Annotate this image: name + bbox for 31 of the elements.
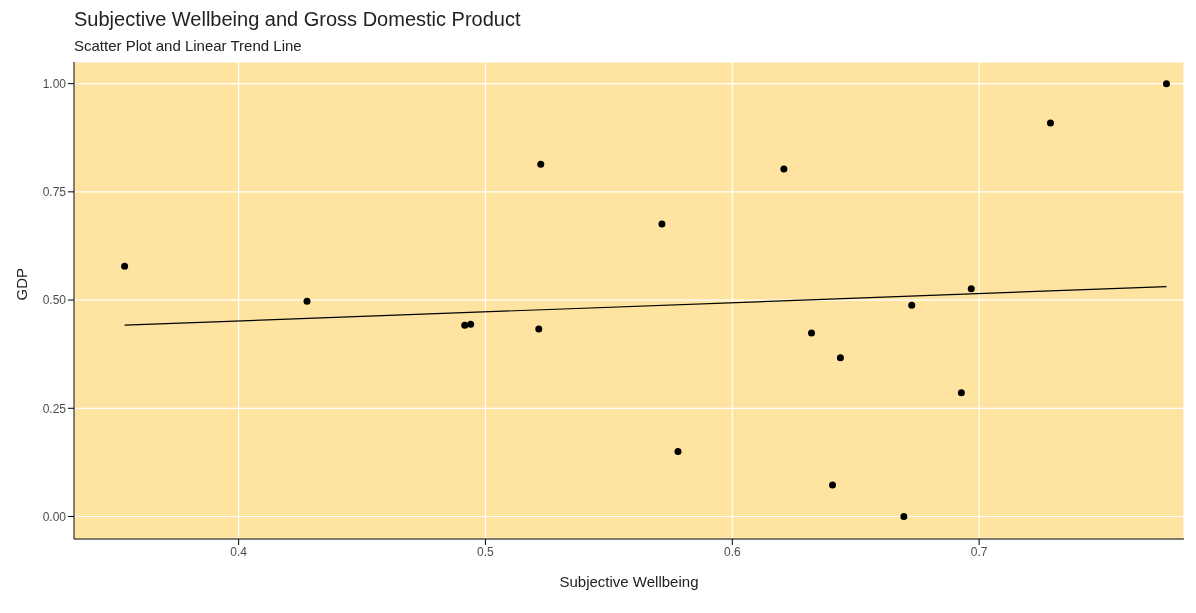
point: [900, 512, 908, 520]
point: [829, 481, 837, 489]
y-tick-label: 0.25: [42, 401, 67, 416]
x-tick-label: 0.6: [723, 544, 741, 559]
point: [658, 220, 666, 228]
chart-title: Subjective Wellbeing and Gross Domestic Product: [74, 8, 522, 31]
point: [908, 301, 916, 309]
point: [461, 321, 469, 329]
point: [967, 285, 975, 293]
point: [1046, 119, 1054, 127]
point: [303, 297, 311, 305]
x-axis-title: Subjective Wellbeing: [559, 573, 699, 590]
point: [467, 320, 475, 328]
y-tick-label: 0.50: [42, 293, 67, 308]
point: [836, 354, 844, 362]
point: [535, 325, 543, 333]
x-tick-label: 0.5: [477, 544, 495, 559]
x-tick-label: 0.4: [230, 544, 248, 559]
point: [674, 448, 682, 456]
x-tick-label: 0.7: [970, 544, 988, 559]
point: [957, 389, 965, 397]
chart-subtitle: Scatter Plot and Linear Trend Line: [74, 37, 303, 54]
point: [780, 165, 788, 173]
y-tick-label: 0.00: [42, 509, 67, 524]
point: [1162, 80, 1170, 88]
point: [808, 329, 816, 337]
point: [121, 262, 129, 270]
y-tick-label: 0.75: [42, 185, 67, 200]
point: [537, 160, 545, 168]
y-axis-title: GDP: [13, 267, 31, 301]
y-tick-label: 1.00: [42, 76, 67, 91]
